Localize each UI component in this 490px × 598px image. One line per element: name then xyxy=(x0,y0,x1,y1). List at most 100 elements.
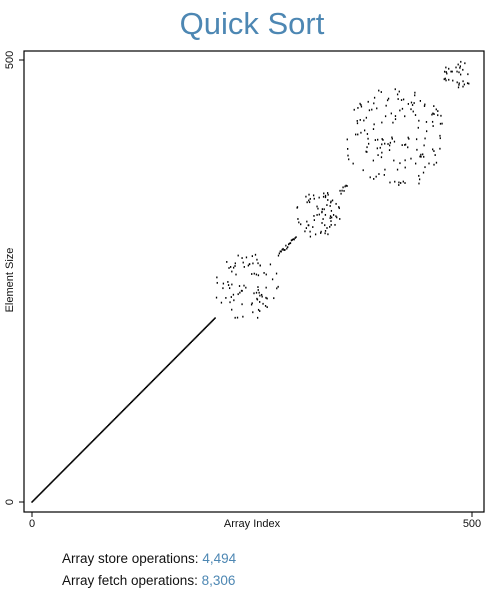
data-point xyxy=(166,365,168,368)
data-point xyxy=(45,486,47,489)
data-point xyxy=(96,435,98,438)
data-point xyxy=(388,144,391,147)
data-point xyxy=(184,347,186,350)
data-point xyxy=(404,115,406,118)
data-point xyxy=(280,250,282,253)
data-point xyxy=(320,232,322,234)
data-point xyxy=(287,246,289,249)
data-point xyxy=(160,371,163,373)
data-point xyxy=(238,285,241,287)
data-point xyxy=(457,86,460,89)
y-tick-label-0: 0 xyxy=(4,499,16,505)
data-point xyxy=(285,244,287,247)
data-point xyxy=(308,201,311,204)
data-point xyxy=(85,446,88,449)
data-point xyxy=(209,322,211,325)
data-point xyxy=(418,119,420,122)
data-point xyxy=(320,230,322,233)
data-point xyxy=(394,88,396,91)
data-point xyxy=(195,336,197,339)
data-point xyxy=(381,121,383,124)
data-point xyxy=(97,434,99,437)
data-point xyxy=(340,192,342,195)
data-point xyxy=(463,83,466,86)
data-point xyxy=(413,102,415,104)
data-point xyxy=(432,125,434,127)
data-point xyxy=(234,262,236,265)
data-point xyxy=(460,73,462,76)
data-point xyxy=(257,289,259,291)
data-point xyxy=(459,65,461,68)
data-point xyxy=(410,101,413,104)
data-point xyxy=(298,221,300,224)
data-point xyxy=(423,155,425,158)
data-point xyxy=(194,337,196,340)
data-point xyxy=(188,343,190,346)
data-point xyxy=(290,239,293,242)
data-point xyxy=(139,392,141,395)
data-point xyxy=(312,194,315,197)
data-point xyxy=(240,289,243,292)
data-point xyxy=(38,494,40,496)
data-point xyxy=(291,238,293,241)
fetch-operations-label: Array fetch operations: xyxy=(62,573,198,588)
data-point xyxy=(171,360,173,363)
data-point xyxy=(424,137,426,140)
data-point xyxy=(253,272,255,275)
data-point xyxy=(214,317,216,320)
data-point xyxy=(335,202,337,205)
data-point xyxy=(445,66,447,69)
data-point xyxy=(170,361,172,364)
data-point xyxy=(392,121,394,124)
data-point xyxy=(42,489,45,492)
data-point xyxy=(388,149,391,152)
data-point xyxy=(432,148,434,151)
data-point xyxy=(243,284,245,287)
data-point xyxy=(41,491,43,494)
data-point xyxy=(314,233,317,236)
data-point xyxy=(376,107,378,110)
store-operations-label: Array store operations: xyxy=(62,551,199,566)
data-point xyxy=(464,62,466,65)
data-point xyxy=(231,308,233,311)
data-point xyxy=(198,333,200,335)
data-point xyxy=(40,492,42,495)
data-point xyxy=(168,363,170,365)
data-point xyxy=(383,174,385,176)
data-point xyxy=(458,71,460,74)
data-point xyxy=(259,294,261,297)
data-point xyxy=(256,298,259,301)
data-point xyxy=(109,422,112,425)
data-point xyxy=(220,301,223,304)
data-point xyxy=(324,232,326,235)
data-point xyxy=(113,418,115,421)
data-point xyxy=(211,319,214,322)
data-point xyxy=(39,493,41,495)
data-point xyxy=(400,182,402,184)
data-point xyxy=(121,410,123,413)
data-point xyxy=(455,66,457,69)
data-point xyxy=(362,169,364,172)
data-point xyxy=(375,175,377,178)
data-point xyxy=(462,68,464,71)
data-point xyxy=(125,406,127,409)
data-point xyxy=(360,103,362,106)
data-point xyxy=(255,273,258,276)
data-point xyxy=(72,459,75,462)
data-point xyxy=(435,108,437,111)
data-point xyxy=(57,474,60,477)
data-point xyxy=(243,266,245,268)
data-point xyxy=(112,419,114,422)
data-point xyxy=(366,146,368,149)
data-point xyxy=(459,66,461,69)
data-point xyxy=(448,67,450,70)
data-point xyxy=(419,100,422,102)
data-point xyxy=(188,342,191,345)
data-point xyxy=(227,284,230,286)
data-point xyxy=(101,430,104,433)
data-point xyxy=(144,387,146,390)
data-point xyxy=(307,224,309,227)
data-point xyxy=(439,137,441,140)
data-point xyxy=(177,354,179,357)
data-point xyxy=(107,425,109,427)
